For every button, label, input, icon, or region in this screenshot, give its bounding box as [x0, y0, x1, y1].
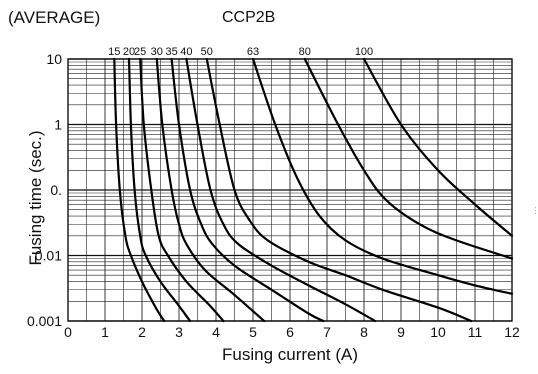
fusing-curve-40	[185, 57, 377, 323]
x-tick-label: 4	[212, 324, 220, 340]
fusing-curve-35	[170, 57, 325, 323]
curve-label-80: 80	[299, 46, 311, 58]
fusing-curve-80	[303, 57, 514, 260]
x-tick-label: 0	[64, 324, 72, 340]
fusing-curve-100	[362, 57, 514, 237]
curve-label-100: 100	[355, 46, 373, 58]
x-tick-label: 8	[360, 324, 368, 340]
average-label: (AVERAGE)	[8, 8, 101, 27]
curve-label-25: 25	[134, 46, 146, 58]
y-tick-label: 0.001	[27, 313, 62, 329]
y-tick-label: 0.01	[35, 248, 62, 264]
fusing-curve-25	[139, 57, 225, 323]
y-tick-label: 0.	[50, 182, 62, 198]
curve-label-40: 40	[180, 46, 192, 58]
x-tick-label: 1	[101, 324, 109, 340]
curve-label-35: 35	[165, 46, 177, 58]
x-tick-label: 9	[397, 324, 405, 340]
fusing-curve-15	[113, 57, 166, 323]
curve-label-50: 50	[201, 46, 213, 58]
fusing-curve-30	[155, 57, 266, 323]
y-tick-label: 1	[54, 117, 62, 133]
x-axis-label: Fusing current (A)	[222, 345, 359, 364]
x-tick-label: 3	[175, 324, 183, 340]
chart-title: CCP2B	[222, 9, 276, 26]
curve-label-63: 63	[247, 46, 259, 58]
curve-label-15: 15	[108, 46, 120, 58]
x-tick-label: 12	[504, 324, 520, 340]
fusing-curve-20	[127, 57, 192, 323]
curve-label-30: 30	[151, 46, 163, 58]
x-tick-label: 10	[430, 324, 446, 340]
x-tick-label: 6	[286, 324, 294, 340]
x-tick-label: 5	[249, 324, 257, 340]
x-tick-label: 7	[323, 324, 331, 340]
x-tick-label: 2	[138, 324, 146, 340]
curve-label-20: 20	[123, 46, 135, 58]
fusing-curve-63	[251, 57, 514, 295]
y-tick-label: 10	[46, 51, 62, 67]
fusing-curve-50	[205, 57, 473, 323]
plot-frame	[67, 58, 513, 322]
x-tick-label: 11	[468, 324, 483, 340]
